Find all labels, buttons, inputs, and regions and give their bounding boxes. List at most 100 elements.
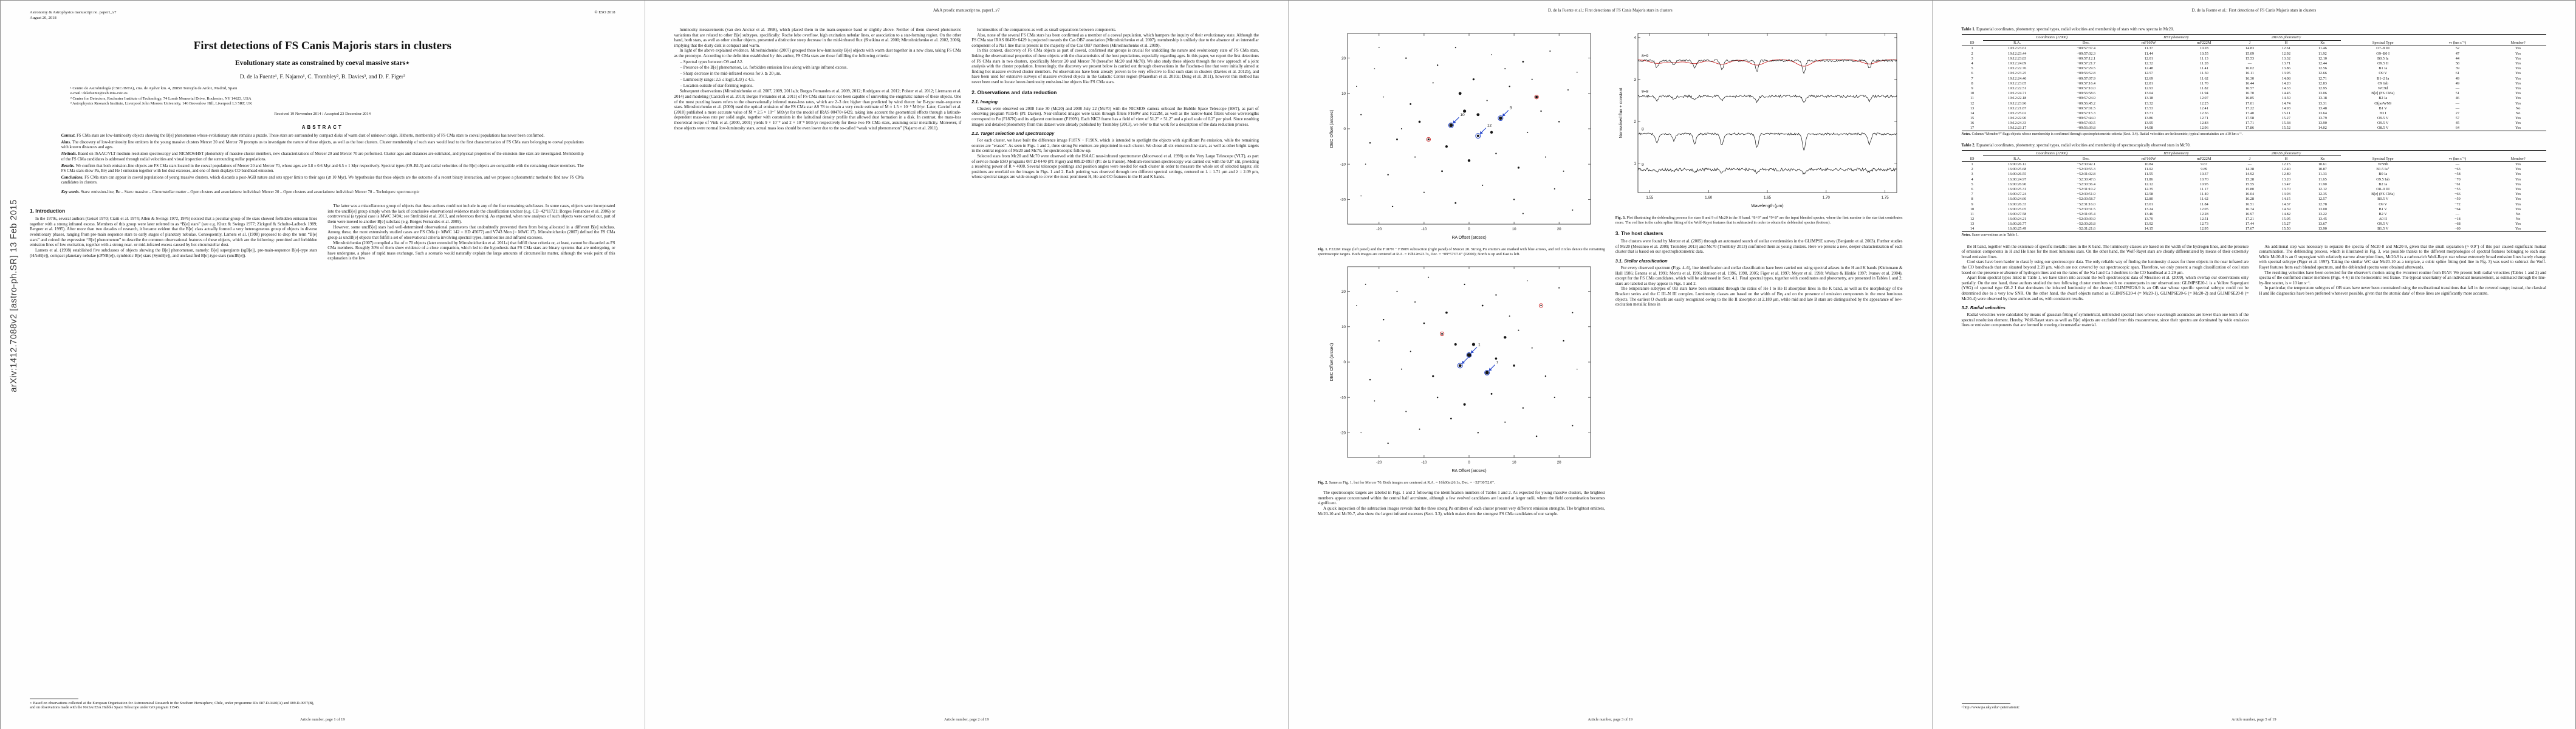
table-cell: 15.50 <box>2281 227 2290 231</box>
svg-text:RA Offset (arcsec): RA Offset (arcsec) <box>1452 236 1487 240</box>
table-cell: 12.83 <box>2199 121 2208 126</box>
table-cell: 16.57 <box>2245 86 2255 91</box>
table-cell: 19:12:23.61 <box>2007 46 2027 51</box>
table-cell: B[e] (FS CMa) <box>2371 192 2395 197</box>
table-cell: 13.24 <box>2144 207 2153 211</box>
table-cell: −52:30:26.8 <box>2077 222 2096 227</box>
title-block: First detections of FS Canis Majoris sta… <box>30 39 615 116</box>
page-1: arXiv:1412.7088v2 [astro-ph.SR] 13 Feb 2… <box>1 1 645 729</box>
svg-text:20: 20 <box>1341 56 1346 61</box>
table-cell: WN9h <box>2377 162 2388 166</box>
table-cell: 11.46 <box>2318 46 2327 51</box>
table-cell: −68 <box>2454 222 2461 227</box>
table-cell: 12.93 <box>2144 86 2153 91</box>
affiliation-list: ¹ Centro de Astrobiología (CSIC/INTA), c… <box>70 86 575 107</box>
page3-right-column: 1.55 1.60 1.65 1.70 1.75 1 2 3 4 Wavelength (μm) N… <box>1615 27 1903 516</box>
table-cell: 13.53 <box>2144 106 2153 111</box>
running-head: D. de la Fuente et al.: First detections… <box>2191 9 2317 13</box>
svg-text:-20: -20 <box>1340 431 1346 436</box>
table-cell: 12.89 <box>2281 172 2290 177</box>
table-cell: 2 <box>1971 51 1973 56</box>
table-cell: 13.71 <box>2281 61 2290 66</box>
column-header: Member? <box>2490 156 2546 162</box>
author-list: D. de la Fuente¹, F. Najarro¹, C. Trombl… <box>239 74 405 80</box>
table-cell: 27 <box>2455 111 2460 115</box>
table-cell: O9 Iab <box>2377 81 2388 86</box>
table-cell: 64 <box>2455 126 2460 131</box>
table-cell: 12.95 <box>2199 227 2208 231</box>
intro-columns: 1. Introduction In the 1970s, several au… <box>30 204 615 261</box>
table-cell: +09:57:16.4 <box>2077 81 2096 86</box>
table-cell: 12.73 <box>2199 222 2208 227</box>
table-cell: 16.28 <box>2245 197 2255 202</box>
line-lead: Fig. 3. <box>1615 216 1627 220</box>
table-cell: 12.25 <box>2199 101 2208 106</box>
figure-1: -20 -10 0 10 20 -20 -10 0 10 20 RA Offset (arcsec)… <box>1318 29 1605 245</box>
table-cell: +09:57:21.7 <box>2077 61 2096 66</box>
table-cell: 15.52 <box>2281 126 2290 131</box>
table-cell: +09:57:02.3 <box>2077 51 2096 56</box>
table-row: 2 19:12:23.44 +09:57:02.3 11.44 10.55 15.09 12… <box>1962 51 2547 56</box>
table-cell: 12.05 <box>2199 207 2208 211</box>
table-cell: 10.87 <box>2318 167 2327 172</box>
table-cell: 11.86 <box>2144 177 2153 182</box>
table-cell: O9.5 V <box>2377 116 2389 121</box>
table-1: Coordinates (J2000) HST photometry 2MASS p… <box>1961 34 2547 132</box>
table-cell: 17.86 <box>2245 126 2255 131</box>
table-cell: −52:31:16.0 <box>2077 202 2096 207</box>
table-row: 10 16:00:25.05 −52:30:31.5 13.24 12.05 16.74 1… <box>1962 207 2547 211</box>
table-cell: 16:00:24.97 <box>2007 177 2027 182</box>
svg-text:10: 10 <box>1341 325 1346 329</box>
svg-text:0: 0 <box>1468 460 1471 465</box>
section-22-text: For each cluster, we have built the diff… <box>971 138 1259 180</box>
list-item: Location outside of star-forming regions… <box>680 83 962 89</box>
table-cell: Yes <box>2515 172 2521 177</box>
table-cell: −52:30:51.9 <box>2077 192 2096 197</box>
table-row: 4 19:12:24.09 +09:57:21.7 12.32 11.28 — 13.71 1… <box>1962 61 2547 66</box>
table-cell: 16:00:27.58 <box>2007 211 2027 216</box>
table-cell: 10.61 <box>2318 162 2327 166</box>
table-cell: −52:30:31.5 <box>2077 207 2096 211</box>
table-cell: B1 V <box>2379 106 2387 111</box>
table-cell: 15.09 <box>2245 51 2255 56</box>
table-cell: O8.5 V <box>2377 126 2389 131</box>
table-cell: 16:00:26.90 <box>2007 182 2027 187</box>
table-cell: 12.56 <box>2318 66 2327 71</box>
table-cell: 13.93 <box>2281 192 2290 197</box>
table-cell: +09:56:58.6 <box>2077 91 2096 96</box>
table-cell: 10.70 <box>2199 177 2208 182</box>
table-cell: 11 <box>1970 96 1975 101</box>
svg-text:7: 7 <box>1496 361 1499 365</box>
paragraph: The latter was a miscellaneous group of … <box>327 204 615 225</box>
table-group-header <box>2341 151 2425 156</box>
figure-3: 1.55 1.60 1.65 1.70 1.75 1 2 3 4 Wavelength (μm) N… <box>1615 29 1903 214</box>
table-cell: 11.40 <box>2199 192 2208 197</box>
table-cell: 5 <box>1971 66 1973 71</box>
intro-left-text: In the 1970s, several authors (Geisel 19… <box>30 216 317 258</box>
table-cell: B2 Ia <box>2379 182 2388 187</box>
table-cell: 14.45 <box>2281 91 2290 96</box>
svg-text:2: 2 <box>1634 120 1637 124</box>
table-cell: — <box>2455 106 2460 111</box>
page2-columns: luminosity measurements (van den Ancker … <box>674 27 1259 180</box>
table-cell: 14 <box>1970 227 1975 231</box>
table-cell: 14.59 <box>2281 96 2290 101</box>
table-cell: — <box>2247 162 2252 166</box>
page4-left-text: the H band, together with the existence … <box>1962 244 2249 302</box>
table-row: 11 16:00:27.58 −52:31:05.4 13.46 12.28 16.97 1… <box>1962 211 2547 216</box>
svg-text:DEC Offset (arcsec): DEC Offset (arcsec) <box>1330 110 1334 148</box>
table-cell: Yes <box>2515 46 2521 51</box>
list-item: Spectral types between O9 and A2. <box>680 60 962 65</box>
table-cell: +09:57:37.4 <box>2077 46 2096 51</box>
table-cell: O9–B0 I <box>2376 51 2390 56</box>
table-cell: −52:31:21.6 <box>2077 227 2096 231</box>
table-cell: 13.95 <box>2144 121 2153 126</box>
table-cell: 13.00 <box>2318 207 2327 211</box>
table-cell: 13.95 <box>2281 71 2290 76</box>
table-cell: 17.58 <box>2245 116 2255 121</box>
page2-left-column: luminosity measurements (van den Ancker … <box>674 27 962 180</box>
svg-text:1.60: 1.60 <box>1705 196 1713 200</box>
table-cell: 12.95 <box>2318 86 2327 91</box>
table-cell: 13.70 <box>2144 217 2153 222</box>
table-row: 5 16:00:26.90 −52:30:36.4 12.12 10.95 15.55 13… <box>1962 182 2547 187</box>
